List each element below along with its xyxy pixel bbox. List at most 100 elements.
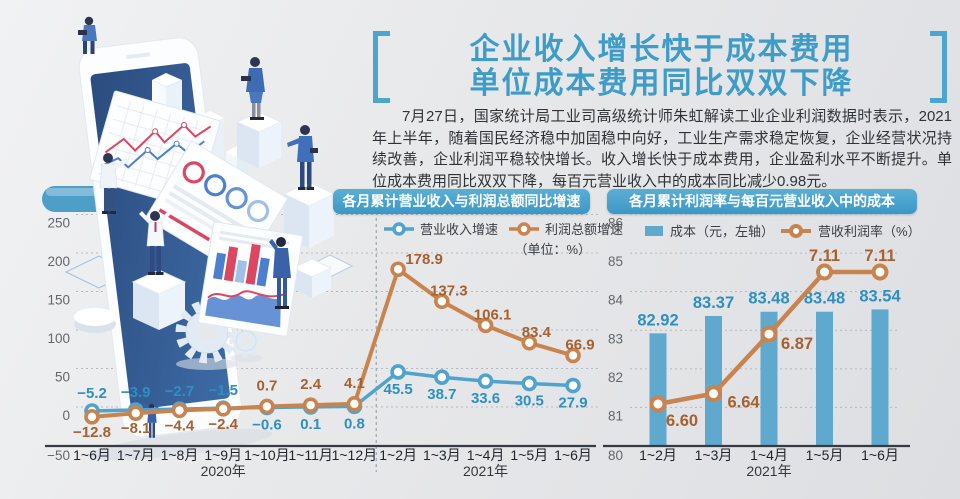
data-label: 0.8 — [344, 415, 365, 432]
data-label: 137.3 — [430, 282, 468, 299]
y-tick-label: 0 — [62, 408, 70, 423]
person-man-shirt — [99, 153, 128, 214]
y-tick-label: 250 — [47, 216, 70, 231]
line-value-label: 7.11 — [809, 247, 840, 265]
x-tick-label: 1~6月 — [861, 447, 899, 463]
line-value-label: 6.87 — [781, 335, 813, 353]
point-marker — [477, 317, 494, 334]
y-tick-label: 83 — [608, 331, 623, 346]
profit-rate-marker-icon — [781, 223, 812, 238]
line-value-label: 7.11 — [864, 247, 895, 265]
legend-label-revenue: 营业收入增速 — [420, 222, 499, 237]
x-tick-label: 1~9月 — [204, 447, 242, 463]
cost-bars: 82.92 83.37 83.48 83.48 83.54 — [637, 287, 901, 446]
legend-label-profit-rate: 营收利润率（%） — [818, 224, 921, 239]
profit-point-markers — [84, 261, 581, 425]
x-tick-label: 1~6月 — [554, 447, 592, 463]
line-value-label: 6.60 — [666, 412, 698, 430]
point-marker — [521, 375, 538, 392]
data-label: −1.5 — [208, 382, 238, 399]
cost-profit-combo-chart: 86 85 84 83 82 81 80 82.92 83.37 83.48 83.48 83.54 1… — [603, 214, 910, 479]
data-label: −5.2 — [77, 385, 107, 402]
x-tick-label: 1~2月 — [639, 447, 677, 463]
left-chart-legend: 营业收入增速 利润总额增速 （单位：%） — [383, 219, 623, 258]
y-axis-labels: 86 85 84 83 82 81 80 — [608, 216, 624, 463]
x-tick-label: 1~6月 — [73, 447, 111, 463]
cost-bar — [705, 315, 722, 446]
y-tick-label: 150 — [47, 293, 70, 308]
year-label: 2020年 — [201, 463, 246, 479]
point-marker — [346, 396, 363, 412]
x-tick-label: 1~5月 — [806, 447, 844, 463]
data-label: −12.8 — [73, 424, 111, 441]
left-chart-legend-row: 营业收入增速 利润总额增速 — [383, 219, 623, 238]
bar-value-label: 82.92 — [637, 311, 678, 329]
bar-value-label: 83.37 — [693, 294, 734, 312]
data-label: −0.6 — [252, 416, 282, 433]
data-label: −2.7 — [165, 383, 195, 400]
cost-bar — [649, 333, 667, 446]
data-label: 2.4 — [300, 376, 322, 393]
data-label: −2.4 — [208, 416, 238, 433]
small-cube — [291, 258, 333, 298]
unit-label: （单位：%） — [514, 242, 591, 257]
point-marker — [215, 401, 231, 417]
point-marker — [705, 385, 722, 403]
cost-bar — [760, 311, 778, 446]
x-tick-label: 1~4月 — [467, 447, 505, 463]
intro-paragraph: 7月27日，国家统计局工业司高级统计师朱虹解读工业企业利润数据时表示，2021年… — [372, 108, 952, 190]
round-button — [74, 308, 116, 333]
x-axis-labels: 1~2月 1~3月 1~4月 1~5月 1~6月 2021年 — [639, 447, 899, 479]
point-marker — [477, 373, 494, 389]
person-on-phone — [78, 16, 97, 54]
y-tick-label: 84 — [608, 293, 624, 308]
right-chart-title-badge: 各月累计利润率与每百元营业收入中的成本 — [607, 189, 917, 214]
point-marker — [434, 293, 450, 310]
point-marker — [565, 377, 581, 394]
point-marker — [259, 398, 275, 415]
point-marker — [649, 395, 667, 413]
x-tick-label: 1~7月 — [117, 447, 155, 463]
person-man-pointing — [287, 125, 318, 190]
bar-value-label: 83.54 — [859, 287, 901, 305]
bracket-left-decoration — [373, 31, 390, 103]
year-label: 2021年 — [746, 463, 791, 479]
data-labels: −5.2 −12.8 −3.9 −8.1 −2.7 −4.4 −1.5 −2.4 0.7 −0.6… — [73, 251, 595, 441]
point-marker — [871, 263, 889, 281]
cost-bar — [816, 311, 833, 446]
y-tick-label: 82 — [608, 370, 623, 385]
illustration — [42, 16, 354, 461]
point-marker — [302, 397, 319, 413]
bar-value-label: 83.48 — [804, 290, 845, 308]
x-tick-label: 1~3月 — [423, 447, 461, 463]
x-tick-label: 1~11月 — [288, 447, 333, 463]
data-label: 178.9 — [405, 251, 443, 268]
y-tick-label: −50 — [47, 448, 70, 463]
x-tick-label: 1~12月 — [332, 447, 378, 463]
data-label: −3.9 — [121, 384, 151, 401]
point-marker — [760, 325, 778, 343]
x-tick-label: 1~3月 — [695, 447, 733, 463]
data-label: 0.7 — [256, 377, 277, 394]
point-marker — [816, 263, 833, 281]
y-tick-label: 100 — [47, 331, 70, 346]
point-marker — [521, 334, 538, 351]
data-label: 66.9 — [565, 336, 594, 353]
data-label: 33.6 — [471, 390, 500, 407]
point-marker — [84, 409, 100, 425]
person-arms-up — [139, 211, 171, 275]
y-tick-label: 80 — [608, 448, 623, 463]
y-tick-label: 50 — [55, 370, 70, 385]
data-label: 4.1 — [344, 375, 365, 392]
right-chart-legend: 成本（元，左轴） 营收利润率（%） — [645, 221, 921, 240]
data-label: 27.9 — [558, 395, 587, 412]
data-label: 38.7 — [427, 386, 456, 403]
y-tick-label: 200 — [47, 254, 70, 269]
page-title: 企业收入增长快于成本费用 单位成本费用同比双双下降 — [393, 33, 930, 101]
data-label: 0.1 — [300, 416, 321, 433]
x-tick-label: 1~10月 — [244, 447, 290, 463]
data-label: 30.5 — [515, 393, 544, 410]
x-tick-label: 1~8月 — [161, 447, 199, 463]
